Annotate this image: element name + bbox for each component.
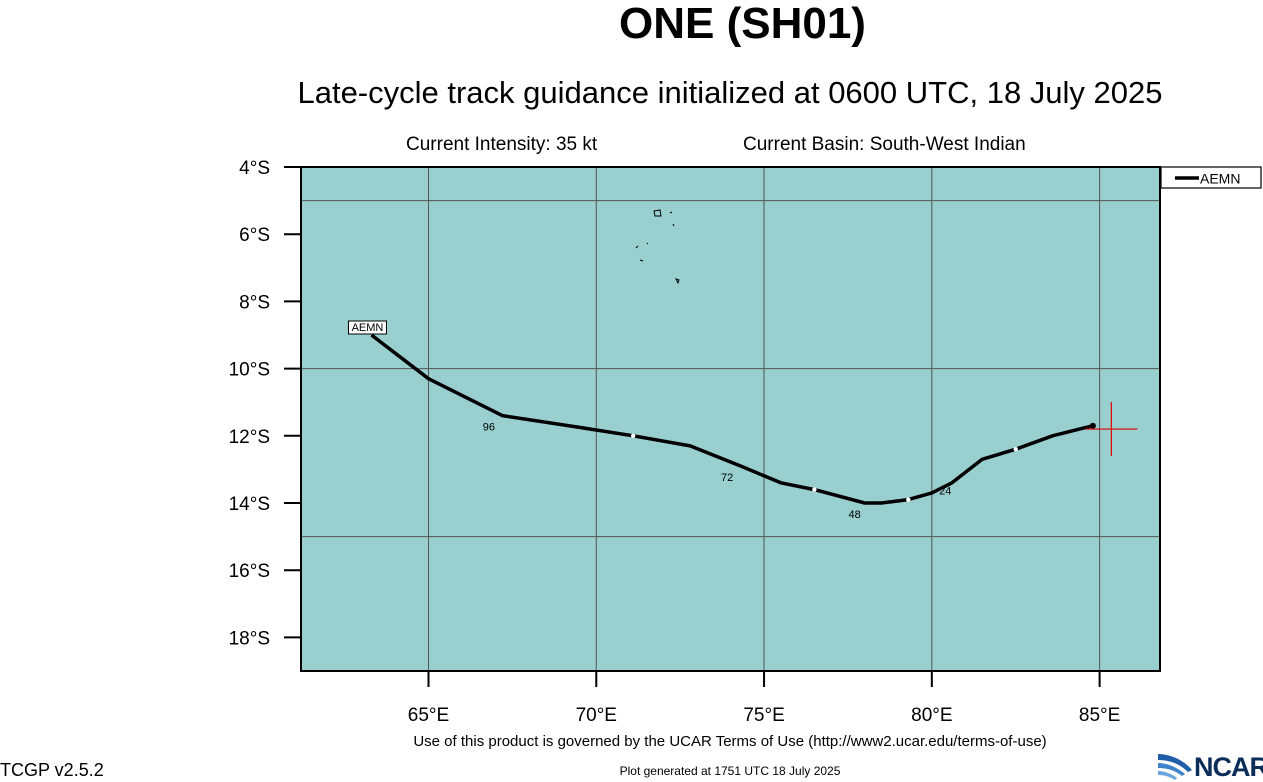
forecast-hour-label: 24 [939, 486, 951, 498]
current-basin: Current Basin: South-West Indian [743, 134, 1026, 155]
ocean-area [301, 167, 1160, 671]
forecast-hour-label: 72 [721, 472, 733, 484]
plot-generated: Plot generated at 1751 UTC 18 July 2025 [619, 764, 841, 778]
track-marker-dot [630, 433, 636, 438]
legend-entry-aemn: AEMN [1200, 171, 1240, 187]
grid-lines [301, 167, 1160, 671]
y-tick-label: 8°S [239, 292, 270, 313]
y-tick-label: 4°S [239, 158, 270, 179]
y-tick-label: 14°S [229, 494, 270, 515]
current-intensity: Current Intensity: 35 kt [406, 134, 598, 155]
forecast-hour-label: 48 [849, 509, 861, 521]
version-label: TCGP v2.5.2 [0, 760, 104, 780]
track-marker-dot [906, 497, 911, 502]
x-tick-label: 80°E [911, 705, 952, 726]
map-frame [300, 166, 1161, 672]
y-tick-label: 16°S [229, 561, 270, 582]
legend-box [1160, 166, 1262, 189]
ncar-logo-text: NCAR [1194, 752, 1263, 782]
current-position-marker [1085, 402, 1138, 457]
y-tick-label: 10°S [229, 360, 270, 381]
chart-subtitle: Late-cycle track guidance initialized at… [297, 75, 1163, 110]
track-marker-dot [1013, 447, 1018, 452]
x-axis: 65°E 70°E 75°E 80°E 85°E [408, 671, 1120, 726]
y-tick-label: 6°S [239, 225, 270, 246]
island-outlines [635, 209, 680, 285]
chart-title: ONE (SH01) [619, 0, 866, 48]
terms-of-use: Use of this product is governed by the U… [413, 733, 1047, 750]
track-marker-dot [812, 487, 817, 492]
track-start-point [1089, 422, 1096, 429]
y-tick-label: 18°S [229, 628, 270, 649]
y-tick-label: 12°S [229, 427, 270, 448]
x-tick-label: 85°E [1079, 705, 1120, 726]
legend: AEMN [1160, 166, 1262, 189]
track-end-label-box [347, 320, 387, 335]
track-line-aemn [370, 333, 1094, 505]
track-end-label: AEMN [352, 322, 384, 334]
x-tick-label: 65°E [408, 705, 449, 726]
ncar-logo-icon [1158, 754, 1192, 780]
x-tick-label: 70°E [576, 705, 617, 726]
y-axis: 4°S 6°S 8°S 10°S 12°S 14°S 16°S 18°S [229, 158, 301, 649]
track-layer: 24 48 72 96 AEMN [347, 320, 1096, 521]
forecast-hour-label: 96 [483, 422, 495, 434]
x-tick-label: 75°E [743, 705, 784, 726]
